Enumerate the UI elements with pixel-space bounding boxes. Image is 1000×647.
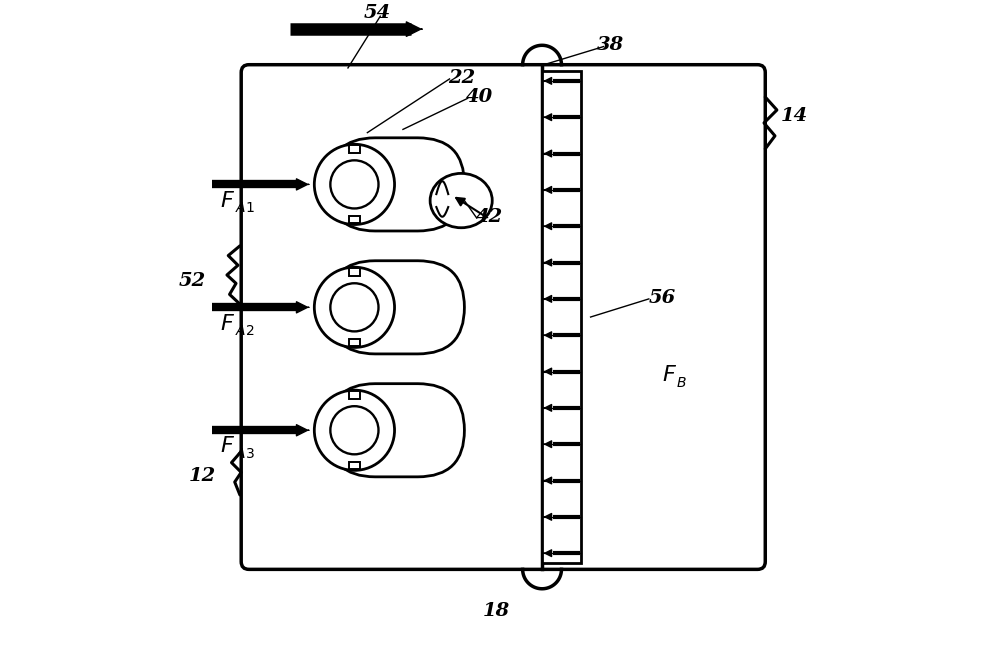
Bar [349,269,360,276]
Text: 12: 12 [189,466,216,485]
FancyBboxPatch shape [241,65,765,569]
Ellipse shape [314,267,395,347]
Text: $\mathit{F}$: $\mathit{F}$ [220,437,236,456]
Ellipse shape [430,173,492,228]
Text: 40: 40 [466,88,494,106]
Text: 56: 56 [649,289,676,307]
Text: 52: 52 [179,272,206,291]
Bar [349,462,360,469]
Bar [349,216,360,223]
Text: $\mathit{A2}$: $\mathit{A2}$ [235,324,254,338]
FancyBboxPatch shape [329,261,464,354]
Text: $\mathit{B}$: $\mathit{B}$ [676,376,687,390]
Text: 14: 14 [781,107,808,126]
Text: $\mathit{F}$: $\mathit{F}$ [662,366,677,385]
Ellipse shape [314,390,395,470]
Text: 18: 18 [483,602,510,620]
FancyBboxPatch shape [329,384,464,477]
Text: 22: 22 [448,69,475,87]
Text: $\mathit{F}$: $\mathit{F}$ [220,314,236,333]
Ellipse shape [330,406,378,454]
Text: 38: 38 [597,36,624,54]
Text: 54: 54 [363,4,391,22]
Bar [349,146,360,153]
Bar [542,71,581,563]
Text: 42: 42 [475,208,503,226]
Ellipse shape [314,144,395,225]
Bar [349,339,360,346]
Text: $\mathit{F}$: $\mathit{F}$ [220,191,236,210]
Text: $\mathit{A1}$: $\mathit{A1}$ [235,201,255,215]
Text: $\mathit{A3}$: $\mathit{A3}$ [235,447,255,461]
Ellipse shape [330,283,378,331]
Ellipse shape [330,160,378,208]
Bar [349,391,360,399]
FancyBboxPatch shape [329,138,464,231]
